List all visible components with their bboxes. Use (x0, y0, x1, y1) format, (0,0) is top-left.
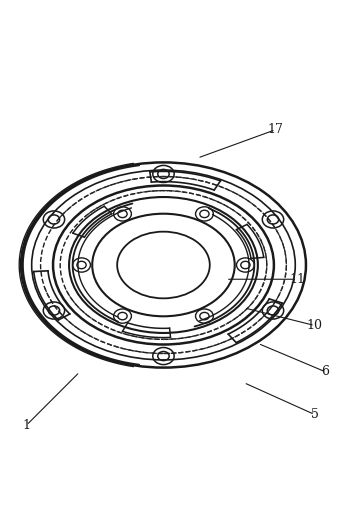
Text: 11: 11 (289, 273, 305, 286)
Text: 6: 6 (322, 365, 330, 378)
Text: 5: 5 (311, 408, 319, 421)
Text: 10: 10 (307, 319, 323, 332)
Text: 17: 17 (268, 123, 284, 136)
Text: 1: 1 (22, 419, 30, 432)
